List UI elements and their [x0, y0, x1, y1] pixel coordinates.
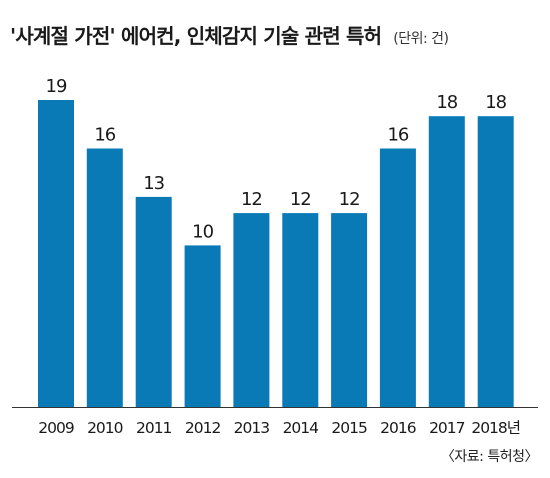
bar-2011 [135, 196, 172, 407]
bar-2009 [38, 100, 74, 407]
source-note: 〈자료: 특허청〉 [440, 449, 539, 465]
tick-label-2014: 2014 [283, 419, 319, 437]
tick-label-2018년: 2018년 [471, 419, 520, 437]
tick-label-2017: 2017 [429, 419, 465, 437]
value-label-2010: 16 [94, 125, 115, 146]
tick-label-2013: 2013 [234, 419, 270, 437]
bar-2014 [282, 213, 319, 407]
value-label-2015: 12 [339, 189, 360, 210]
value-label-2011: 13 [143, 173, 164, 194]
value-label-2009: 19 [46, 76, 67, 97]
value-label-2017: 18 [436, 92, 457, 113]
bar-2015 [331, 213, 368, 407]
tick-label-2015: 2015 [331, 419, 367, 437]
bar-2013 [233, 213, 270, 407]
value-label-2013: 12 [241, 189, 262, 210]
bars-layer [38, 100, 514, 407]
chart-title: '사계절 가전' 에어컨, 인체감지 기술 관련 특허 [10, 24, 382, 48]
value-label-2014: 12 [290, 189, 311, 210]
bar-2018년 [477, 116, 514, 407]
tick-label-2009: 2009 [38, 419, 74, 437]
tick-labels-layer: 2009 2010 2011 2012 2013 2014 2015 2016 2017 2018… [38, 419, 521, 437]
tick-label-2010: 2010 [87, 419, 123, 437]
bar-2012 [184, 245, 221, 407]
value-labels-layer: 19 16 13 10 12 12 12 16 18 18 [46, 76, 508, 242]
value-label-2012: 10 [192, 221, 213, 242]
tick-label-2016: 2016 [380, 419, 416, 437]
tick-label-2011: 2011 [136, 419, 172, 437]
chart-header: '사계절 가전' 에어컨, 인체감지 기술 관련 특허 (단위: 건) [10, 20, 540, 50]
value-label-2016: 16 [387, 125, 408, 146]
unit-note: (단위: 건) [393, 31, 449, 47]
bar-2010 [86, 148, 123, 407]
bar-2017 [428, 116, 465, 407]
value-label-2018년: 18 [485, 92, 506, 113]
bar-2016 [379, 148, 416, 407]
tick-label-2012: 2012 [185, 419, 221, 437]
